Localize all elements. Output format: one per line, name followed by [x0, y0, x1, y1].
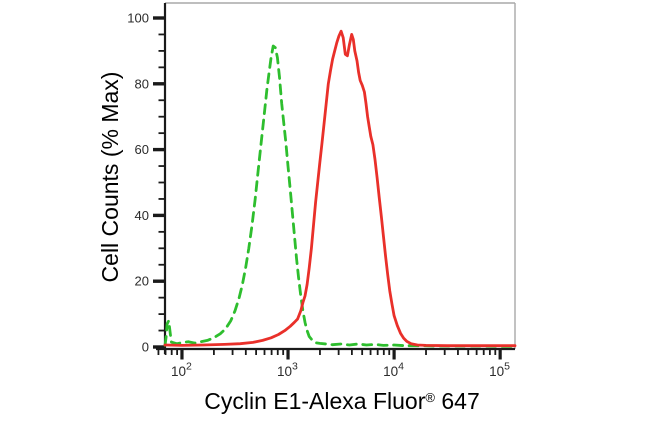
y-axis-title: Cell Counts (% Max)	[96, 7, 124, 347]
y-tick-label: 0	[142, 340, 149, 355]
sample-curve-red-solid	[163, 29, 517, 348]
x-tick-label: 105	[489, 361, 510, 380]
x-axis-title-suffix: 647	[434, 388, 480, 414]
y-tick-label: 80	[135, 76, 149, 91]
y-tick-label: 20	[135, 274, 149, 289]
y-tick-label: 60	[135, 142, 149, 157]
control-curve-green-dashed	[163, 44, 517, 348]
x-axis-title-text: Cyclin E1-Alexa Fluor	[204, 388, 426, 414]
registered-trademark-symbol: ®	[425, 390, 435, 405]
y-tick-label: 100	[127, 11, 149, 26]
y-axis-title-text: Cell Counts (% Max)	[97, 71, 123, 283]
x-tick-label: 103	[277, 361, 298, 380]
x-tick-label: 102	[171, 361, 192, 380]
y-tick-label: 40	[135, 208, 149, 223]
x-tick-label: 104	[383, 361, 404, 380]
x-axis-title: Cyclin E1-Alexa Fluor® 647	[17, 388, 650, 415]
